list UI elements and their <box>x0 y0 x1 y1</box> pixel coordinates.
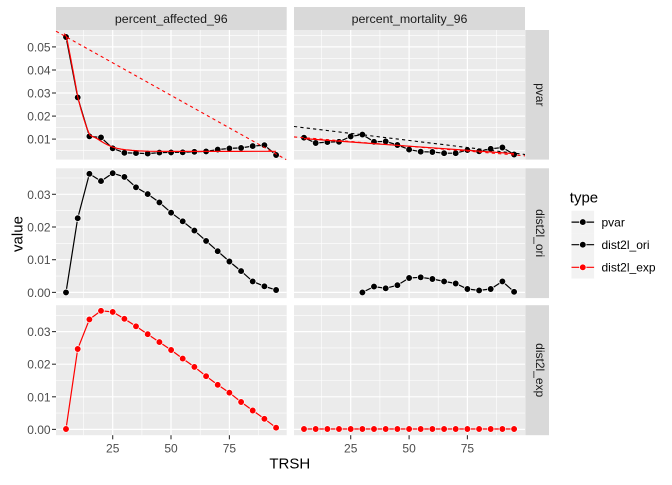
svg-text:0.01: 0.01 <box>27 390 51 404</box>
svg-text:25: 25 <box>106 441 120 455</box>
svg-text:dist2l_ori: dist2l_ori <box>533 209 547 257</box>
svg-text:0.02: 0.02 <box>27 358 51 372</box>
svg-text:0.00: 0.00 <box>27 423 51 437</box>
svg-text:dist2l_exp: dist2l_exp <box>533 343 547 397</box>
svg-text:percent_affected_96: percent_affected_96 <box>115 12 228 26</box>
svg-text:0.01: 0.01 <box>27 253 51 267</box>
svg-text:0.00: 0.00 <box>27 286 51 300</box>
svg-text:0.02: 0.02 <box>27 110 51 124</box>
svg-text:0.05: 0.05 <box>27 40 51 54</box>
svg-text:0.03: 0.03 <box>27 188 51 202</box>
svg-text:0.03: 0.03 <box>27 325 51 339</box>
svg-text:0.03: 0.03 <box>27 87 51 101</box>
svg-text:TRSH: TRSH <box>269 456 310 473</box>
svg-text:25: 25 <box>344 441 358 455</box>
svg-text:type: type <box>570 189 598 206</box>
svg-text:0.02: 0.02 <box>27 221 51 235</box>
svg-text:dist2l_exp: dist2l_exp <box>602 261 656 275</box>
svg-text:50: 50 <box>164 441 178 455</box>
svg-text:0.04: 0.04 <box>27 64 51 78</box>
svg-text:dist2l_ori: dist2l_ori <box>602 238 650 252</box>
svg-text:50: 50 <box>402 441 416 455</box>
svg-text:percent_mortality_96: percent_mortality_96 <box>352 12 468 26</box>
svg-text:pvar: pvar <box>602 215 625 229</box>
svg-text:0.01: 0.01 <box>27 133 51 147</box>
svg-text:pvar: pvar <box>533 83 547 106</box>
svg-text:value: value <box>10 216 27 252</box>
svg-text:75: 75 <box>461 441 475 455</box>
svg-text:75: 75 <box>223 441 237 455</box>
